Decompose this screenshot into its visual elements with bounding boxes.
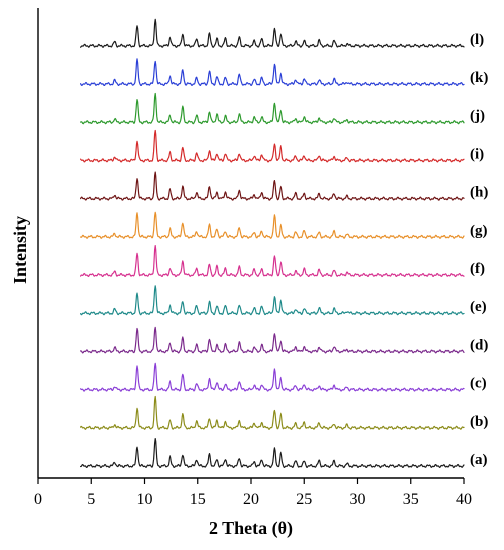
- series-label: (e): [470, 299, 487, 315]
- series-trace: [80, 438, 465, 469]
- series-label: (f): [470, 261, 485, 277]
- series-trace: [80, 362, 465, 392]
- series-trace: [80, 129, 465, 163]
- series-label: (l): [470, 32, 484, 48]
- series-label: (i): [470, 146, 484, 162]
- series-label: (b): [470, 414, 488, 430]
- series-trace: [80, 171, 465, 201]
- series-trace: [80, 92, 465, 125]
- x-tick-label: 15: [190, 491, 206, 508]
- series-trace: [80, 285, 465, 316]
- x-ticks-group: 0 5 10 15 20 25 30 35 40: [34, 478, 472, 508]
- series-trace: [80, 58, 465, 87]
- x-tick-label: 40: [456, 491, 472, 508]
- x-tick-label: 20: [243, 491, 259, 508]
- x-tick-label: 10: [137, 491, 153, 508]
- x-axis-title: 2 Theta (θ): [209, 518, 293, 539]
- series-label: (c): [470, 376, 487, 392]
- x-tick-label: 5: [87, 491, 95, 508]
- series-trace: [80, 326, 465, 354]
- series-trace: [80, 245, 465, 278]
- y-axis-title: Intensity: [10, 216, 30, 284]
- series-label: (a): [470, 452, 488, 468]
- series-label: (k): [470, 70, 488, 86]
- series-label: (g): [470, 223, 488, 239]
- x-tick-label: 25: [296, 491, 312, 508]
- series-trace: [80, 211, 465, 239]
- x-tick-label: 35: [403, 491, 419, 508]
- series-trace: [80, 18, 465, 48]
- series-label: (d): [470, 337, 488, 353]
- series-group: (a) (b) (c) (d) (e) (f) (g) (h) (i) (j) (k) (l): [80, 18, 488, 469]
- series-trace: [80, 395, 465, 430]
- series-label: (h): [470, 185, 488, 201]
- axes-group: [37, 8, 464, 479]
- series-label: (j): [470, 108, 485, 124]
- x-tick-label: 30: [350, 491, 366, 508]
- x-tick-label: 0: [34, 491, 42, 508]
